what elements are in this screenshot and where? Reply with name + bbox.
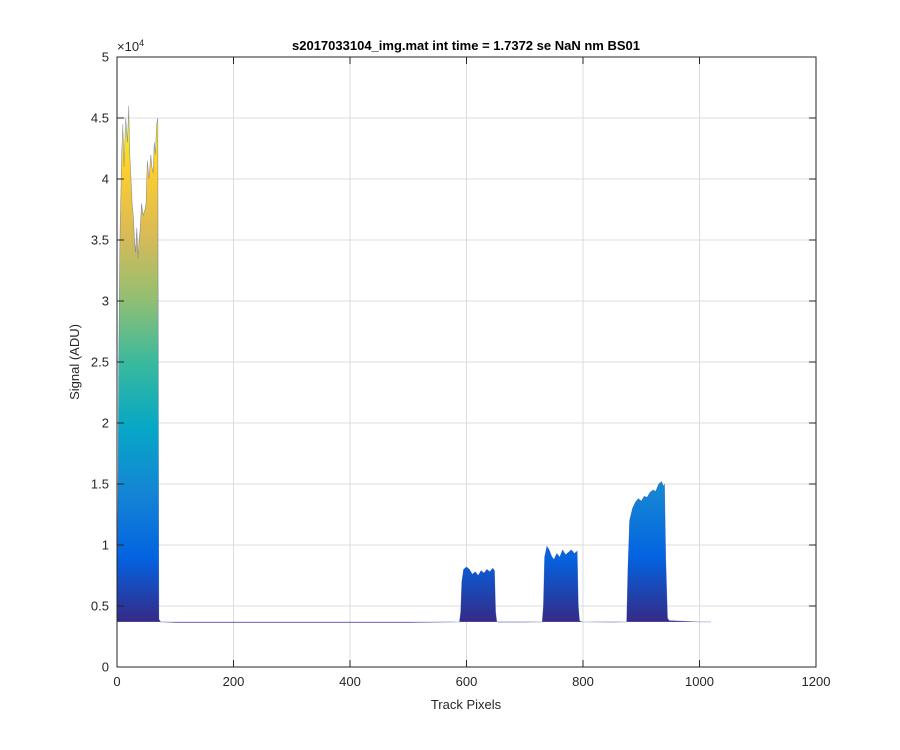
signal-line <box>117 105 712 623</box>
x-tick-label-3: 600 <box>456 674 478 689</box>
y-tick-label-2: 1 <box>102 538 109 553</box>
y-tick-label-4: 2 <box>102 416 109 431</box>
y-exponent-label: ×104 <box>117 38 144 54</box>
x-tick-label-1: 200 <box>223 674 245 689</box>
chart-title: s2017033104_img.mat int time = 1.7372 se… <box>292 38 640 53</box>
x-tick-label-4: 800 <box>572 674 594 689</box>
y-tick-label-0: 0 <box>102 660 109 675</box>
signal-area <box>117 105 712 623</box>
y-tick-label-1: 0.5 <box>91 599 109 614</box>
y-tick-label-8: 4 <box>102 172 109 187</box>
x-tick-label-6: 1200 <box>802 674 831 689</box>
x-tick-label-0: 0 <box>113 674 120 689</box>
y-tick-label-7: 3.5 <box>91 233 109 248</box>
axis-ticks: 0 200 400 600 800 1000 1200 0 0.5 1 1.5 2 2.5 3 3.5 4 4.… <box>91 50 831 690</box>
x-tick-label-2: 400 <box>339 674 361 689</box>
y-tick-label-6: 3 <box>102 294 109 309</box>
y-tick-label-3: 1.5 <box>91 477 109 492</box>
x-tick-label-5: 1000 <box>685 674 714 689</box>
y-tick-label-5: 2.5 <box>91 355 109 370</box>
signal-series <box>117 105 712 623</box>
y-tick-label-10: 5 <box>102 50 109 65</box>
y-axis-label: Signal (ADU) <box>67 324 82 400</box>
grid-lines <box>117 57 816 667</box>
y-tick-label-9: 4.5 <box>91 111 109 126</box>
x-axis-label: Track Pixels <box>431 697 502 712</box>
